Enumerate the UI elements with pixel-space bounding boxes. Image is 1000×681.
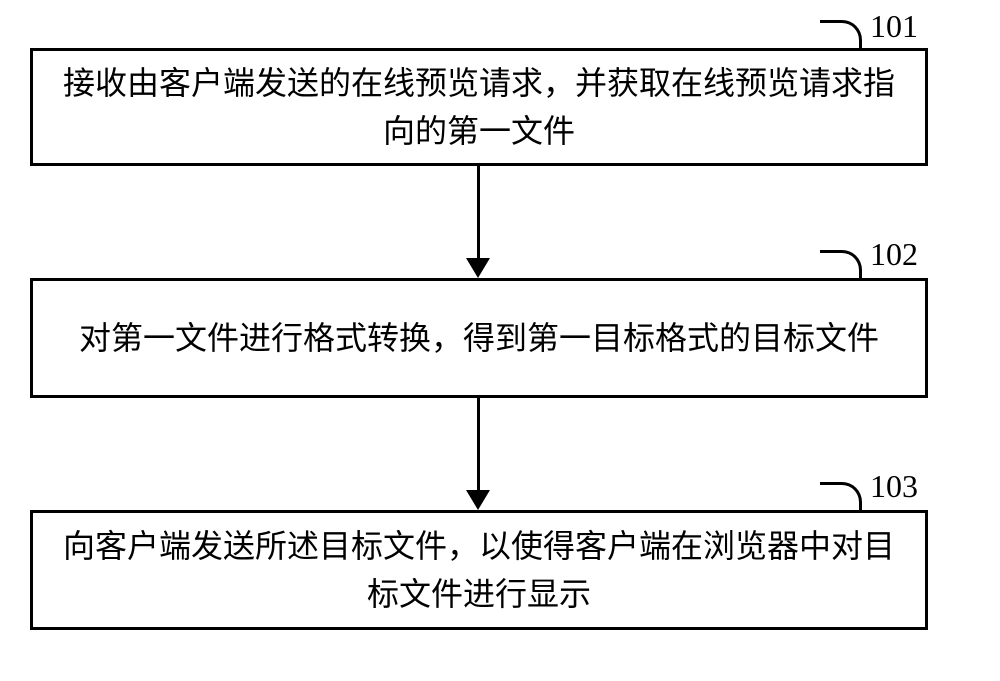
label-bracket-1	[820, 20, 862, 48]
step-label-2: 102	[870, 236, 918, 273]
flowchart-step-2: 对第一文件进行格式转换，得到第一目标格式的目标文件	[30, 278, 928, 398]
arrow-1-2	[466, 258, 490, 278]
arrow-2-3	[466, 490, 490, 510]
flowchart-step-1: 接收由客户端发送的在线预览请求，并获取在线预览请求指向的第一文件	[30, 48, 928, 166]
flowchart-diagram: 101 接收由客户端发送的在线预览请求，并获取在线预览请求指向的第一文件 102…	[0, 0, 1000, 681]
step-label-3: 103	[870, 468, 918, 505]
step-text-1: 接收由客户端发送的在线预览请求，并获取在线预览请求指向的第一文件	[53, 59, 905, 155]
label-bracket-3	[820, 482, 862, 510]
connector-1-2	[477, 166, 480, 258]
step-text-3: 向客户端发送所述目标文件，以使得客户端在浏览器中对目标文件进行显示	[53, 522, 905, 618]
connector-2-3	[477, 398, 480, 490]
step-text-2: 对第一文件进行格式转换，得到第一目标格式的目标文件	[79, 314, 879, 362]
flowchart-step-3: 向客户端发送所述目标文件，以使得客户端在浏览器中对目标文件进行显示	[30, 510, 928, 630]
step-label-1: 101	[870, 8, 918, 45]
label-bracket-2	[820, 250, 862, 278]
